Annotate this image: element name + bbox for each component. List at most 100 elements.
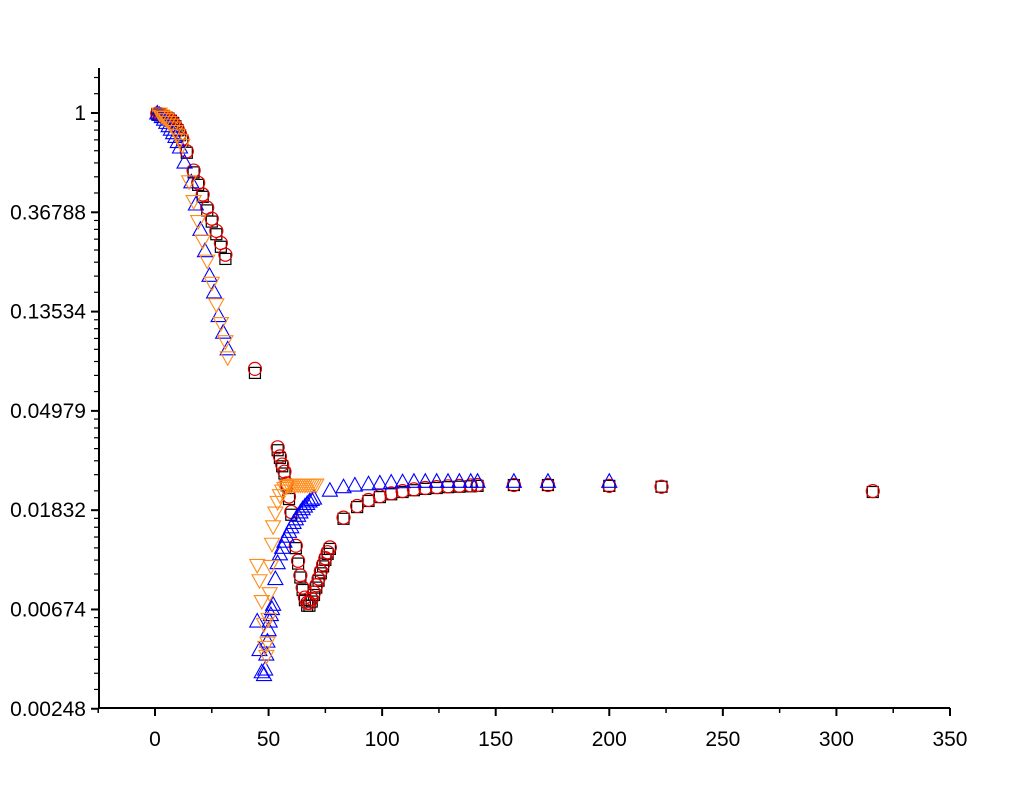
data-point-triangle-down bbox=[207, 298, 225, 314]
data-point-square bbox=[312, 574, 325, 587]
data-point-triangle-up bbox=[450, 472, 468, 488]
data-point-triangle-down bbox=[261, 587, 279, 603]
data-point-triangle-up bbox=[260, 621, 278, 637]
data-point-circle bbox=[506, 477, 521, 493]
data-point-triangle-up bbox=[505, 472, 523, 488]
data-point-triangle-down bbox=[276, 481, 293, 498]
data-point-triangle-up bbox=[248, 612, 266, 628]
x-tick-label: 350 bbox=[932, 728, 967, 751]
data-point-circle bbox=[277, 464, 292, 479]
data-point-circle bbox=[395, 484, 410, 499]
data-point-circle bbox=[218, 247, 233, 262]
data-point-triangle-up bbox=[257, 645, 275, 661]
data-point-triangle-down bbox=[189, 215, 207, 231]
y-tick-label: 0.13534 bbox=[10, 301, 86, 324]
data-point-square bbox=[655, 480, 668, 493]
data-point-circle bbox=[247, 361, 263, 376]
data-point-circle bbox=[313, 564, 328, 579]
data-marks bbox=[148, 104, 880, 682]
data-point-circle bbox=[350, 498, 365, 514]
data-point-triangle-up bbox=[600, 472, 618, 488]
data-point-triangle-up bbox=[298, 494, 316, 511]
data-point-square bbox=[316, 560, 330, 573]
data-point-triangle-down bbox=[260, 612, 278, 629]
data-point-triangle-down bbox=[257, 649, 275, 666]
data-point-circle bbox=[540, 477, 556, 493]
data-point-triangle-up bbox=[210, 306, 228, 323]
data-point-circle bbox=[654, 479, 669, 494]
x-tick-label: 50 bbox=[257, 728, 280, 751]
data-point-triangle-up bbox=[255, 665, 273, 682]
data-point-triangle-up bbox=[176, 153, 193, 169]
data-point-square bbox=[294, 571, 307, 584]
axes: 0 50 100 150 200 250 300 350 0.00248 0.00674 0.018… bbox=[10, 68, 968, 751]
data-point-triangle-down bbox=[180, 175, 198, 191]
y-tick-label: 1 bbox=[74, 102, 86, 125]
data-point-triangle-up bbox=[269, 554, 287, 570]
x-tick-label: 150 bbox=[478, 728, 513, 751]
data-point-triangle-down bbox=[151, 107, 168, 123]
data-point-triangle-down bbox=[266, 506, 284, 522]
x-tick-label: 0 bbox=[149, 728, 161, 751]
data-point-triangle-down bbox=[212, 316, 230, 333]
data-point-triangle-up bbox=[428, 472, 446, 488]
data-point-circle bbox=[290, 553, 306, 568]
y-tick-label: 0.04979 bbox=[10, 400, 86, 423]
data-point-circle bbox=[272, 449, 288, 464]
data-point-circle bbox=[865, 484, 880, 499]
data-point-triangle-up bbox=[294, 500, 312, 516]
data-point-triangle-down bbox=[173, 139, 191, 155]
data-point-triangle-up bbox=[394, 473, 412, 489]
data-point-triangle-up bbox=[219, 340, 237, 356]
data-point-triangle-up bbox=[416, 472, 434, 488]
data-point-circle bbox=[372, 489, 387, 504]
data-point-triangle-up bbox=[214, 323, 232, 339]
x-tick-label: 250 bbox=[705, 728, 740, 751]
data-point-circle bbox=[306, 585, 322, 600]
data-point-circle bbox=[315, 557, 331, 572]
data-point-triangle-down bbox=[269, 495, 287, 512]
data-point-triangle-down bbox=[263, 537, 281, 553]
data-point-triangle-up bbox=[439, 472, 457, 488]
data-point-triangle-up bbox=[371, 474, 389, 490]
data-point-triangle-up bbox=[266, 569, 284, 586]
data-point-circle bbox=[336, 510, 351, 525]
data-point-triangle-down bbox=[198, 254, 216, 270]
data-point-circle bbox=[309, 578, 324, 593]
data-point-triangle-down bbox=[160, 115, 178, 131]
data-point-circle bbox=[270, 440, 285, 455]
data-point-triangle-down bbox=[248, 558, 266, 575]
y-tick-label: 0.00674 bbox=[10, 598, 86, 621]
data-point-circle bbox=[186, 163, 201, 178]
data-point-triangle-up bbox=[382, 473, 400, 489]
data-point-circle bbox=[275, 457, 290, 472]
y-tick-label: 0.01832 bbox=[10, 499, 86, 522]
data-point-triangle-up bbox=[405, 472, 423, 488]
data-point-triangle-down bbox=[203, 276, 221, 292]
data-point-triangle-up bbox=[205, 283, 223, 299]
data-point-triangle-up bbox=[196, 242, 214, 258]
data-point-triangle-down bbox=[258, 636, 276, 652]
data-point-triangle-up bbox=[360, 475, 377, 491]
data-point-triangle-up bbox=[201, 266, 218, 282]
data-point-triangle-up bbox=[303, 490, 321, 507]
data-point-triangle-up bbox=[273, 538, 291, 554]
data-point-circle bbox=[213, 235, 228, 251]
data-point-triangle-up bbox=[301, 492, 318, 508]
data-point-triangle-up bbox=[305, 489, 323, 505]
data-point-triangle-up bbox=[263, 599, 281, 616]
data-point-square bbox=[507, 478, 520, 492]
data-point-triangle-up bbox=[264, 595, 282, 611]
data-point-circle bbox=[293, 568, 308, 583]
x-tick-label: 100 bbox=[365, 728, 400, 751]
data-point-triangle-down bbox=[262, 559, 280, 576]
data-point-square bbox=[248, 366, 262, 379]
data-point-triangle-down bbox=[216, 335, 234, 351]
data-point-triangle-up bbox=[187, 195, 205, 211]
data-point-circle bbox=[322, 540, 337, 555]
data-point-circle bbox=[406, 482, 422, 497]
data-point-triangle-down bbox=[157, 113, 175, 129]
data-point-triangle-down bbox=[219, 351, 237, 367]
data-point-square bbox=[541, 478, 555, 492]
